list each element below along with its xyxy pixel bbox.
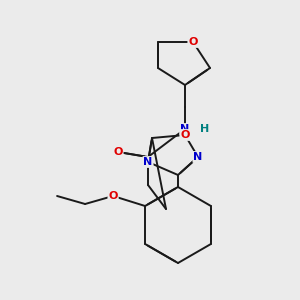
Text: O: O: [180, 130, 190, 140]
Text: H: H: [200, 124, 210, 134]
Text: N: N: [194, 152, 202, 162]
Text: O: O: [113, 147, 123, 157]
Text: N: N: [143, 157, 153, 167]
Text: O: O: [108, 191, 118, 201]
Text: N: N: [180, 124, 190, 134]
Text: O: O: [188, 37, 198, 47]
